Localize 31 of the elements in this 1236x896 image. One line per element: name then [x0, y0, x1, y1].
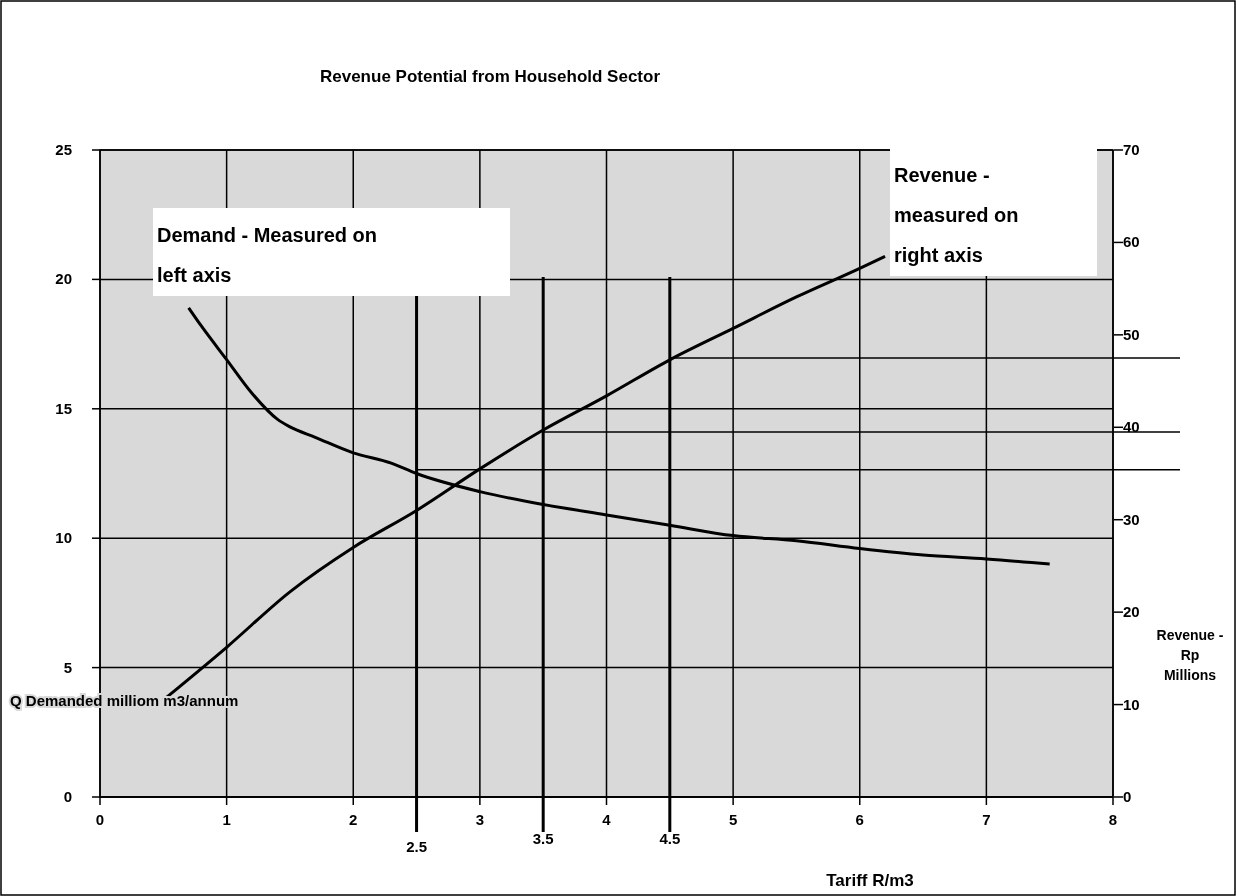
y2-tick-label: 30: [1123, 510, 1140, 528]
series-label: Revenue - measured on right axis: [894, 164, 1019, 266]
ref-line-label: 3.5: [532, 830, 554, 847]
y2-tick-label: 40: [1123, 418, 1140, 436]
chart-title: Revenue Potential from Household Sector: [319, 67, 661, 86]
x-tick-label: 8: [1108, 811, 1118, 828]
x-tick-label: 7: [982, 811, 991, 828]
y2-tick-label: 60: [1123, 233, 1140, 251]
x-tick-label: 0: [95, 811, 105, 828]
y-tick-label: 20: [55, 270, 72, 288]
y2-tick-label: 70: [1123, 141, 1140, 158]
y-tick-label: 25: [55, 141, 72, 158]
x-tick-label: 6: [855, 811, 864, 828]
y-tick-label: 10: [55, 529, 72, 547]
x-tick-label: 1: [222, 811, 231, 828]
y-tick-label: 15: [55, 399, 72, 417]
y2-tick-label: 20: [1123, 603, 1140, 621]
x-axis-title: Tariff R/m3: [826, 871, 914, 890]
x-tick-label: 3: [475, 811, 485, 828]
x-tick-label: 4: [602, 811, 612, 828]
y2-tick-label: 10: [1123, 695, 1140, 713]
y2-axis-title: Revenue - Rp Millions: [1156, 627, 1224, 683]
ref-line-label: 2.5: [406, 838, 427, 855]
y-tick-label: 5: [63, 658, 72, 676]
y2-tick-label: 50: [1123, 325, 1140, 343]
x-tick-label: 5: [728, 811, 738, 828]
y2-tick-label: 0: [1123, 788, 1132, 805]
x-tick-label: 2: [349, 811, 358, 828]
ref-line-label: 4.5: [659, 830, 681, 847]
y-tick-label: 0: [63, 788, 72, 805]
series-label: Demand - Measured on left axis: [157, 224, 378, 286]
